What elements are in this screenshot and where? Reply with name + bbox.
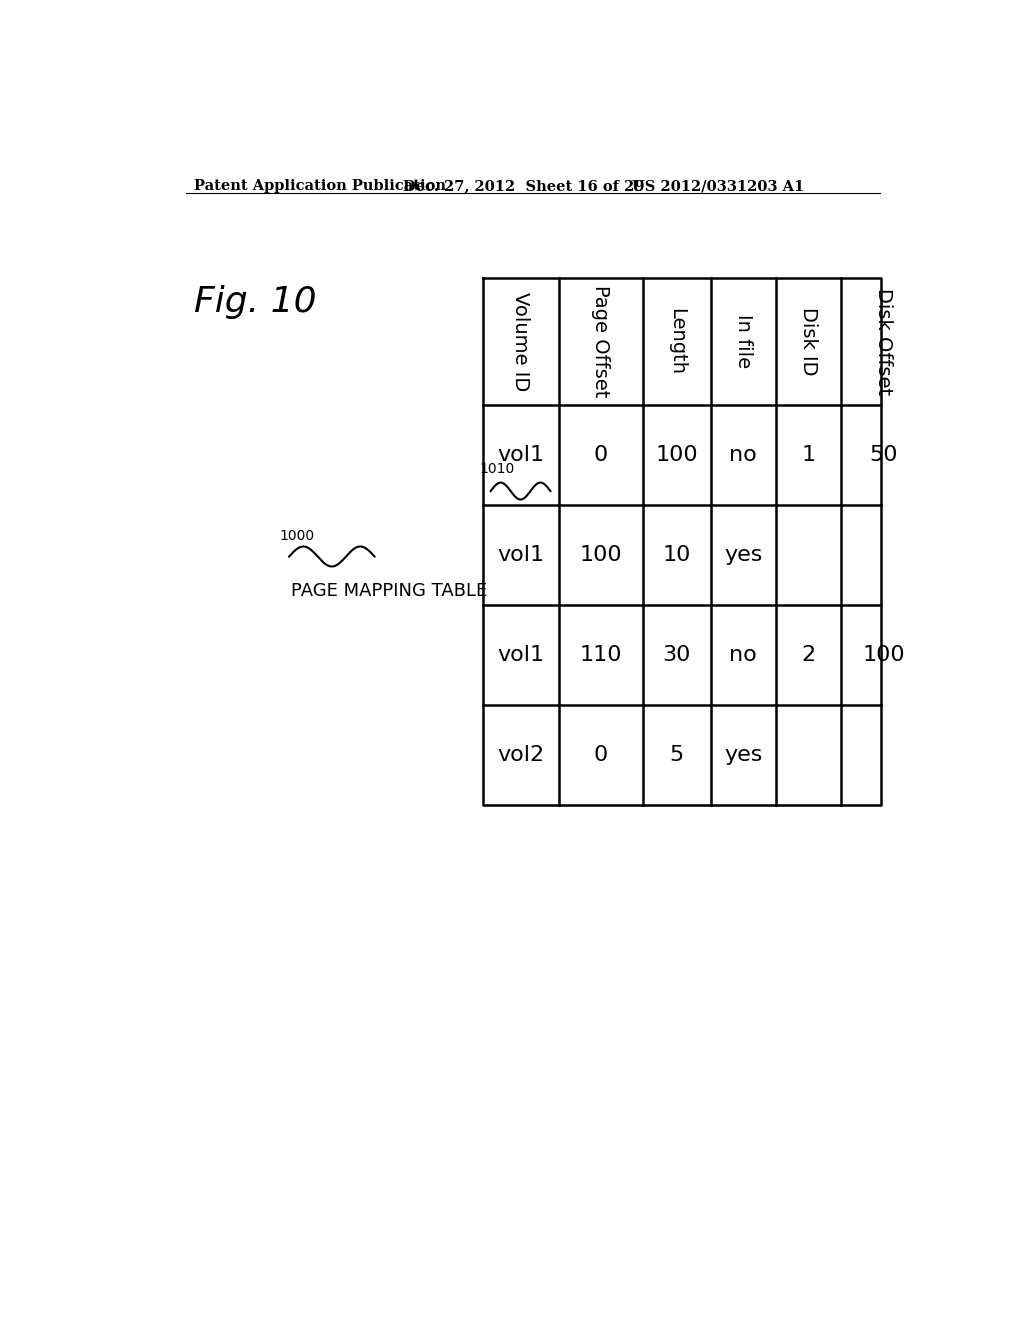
Text: 2: 2	[802, 645, 815, 665]
Text: 1000: 1000	[280, 529, 314, 544]
Text: 5: 5	[670, 746, 684, 766]
Text: 100: 100	[655, 445, 698, 465]
Text: Dec. 27, 2012  Sheet 16 of 29: Dec. 27, 2012 Sheet 16 of 29	[403, 180, 645, 193]
Text: Volume ID: Volume ID	[511, 292, 530, 391]
Text: no: no	[729, 445, 757, 465]
Text: vol1: vol1	[498, 445, 545, 465]
Text: Fig. 10: Fig. 10	[194, 285, 316, 319]
Text: 100: 100	[862, 645, 905, 665]
Text: 0: 0	[594, 746, 608, 766]
Text: 0: 0	[594, 445, 608, 465]
Text: US 2012/0331203 A1: US 2012/0331203 A1	[632, 180, 804, 193]
Text: no: no	[729, 645, 757, 665]
Text: 1: 1	[802, 445, 815, 465]
Text: 100: 100	[580, 545, 622, 565]
Text: yes: yes	[724, 545, 763, 565]
Text: 30: 30	[663, 645, 691, 665]
Text: PAGE MAPPING TABLE: PAGE MAPPING TABLE	[291, 582, 487, 599]
Text: 110: 110	[580, 645, 622, 665]
Text: vol1: vol1	[498, 645, 545, 665]
Text: yes: yes	[724, 746, 763, 766]
Text: vol2: vol2	[498, 746, 545, 766]
Text: Disk Offset: Disk Offset	[874, 288, 893, 395]
Text: 50: 50	[869, 445, 898, 465]
Text: Length: Length	[668, 308, 686, 375]
Text: 10: 10	[663, 545, 691, 565]
Text: Disk ID: Disk ID	[799, 308, 818, 375]
Text: Patent Application Publication: Patent Application Publication	[194, 180, 445, 193]
Text: Page Offset: Page Offset	[591, 285, 610, 397]
Text: 1010: 1010	[479, 462, 514, 477]
Text: In file: In file	[734, 314, 753, 368]
Text: vol1: vol1	[498, 545, 545, 565]
